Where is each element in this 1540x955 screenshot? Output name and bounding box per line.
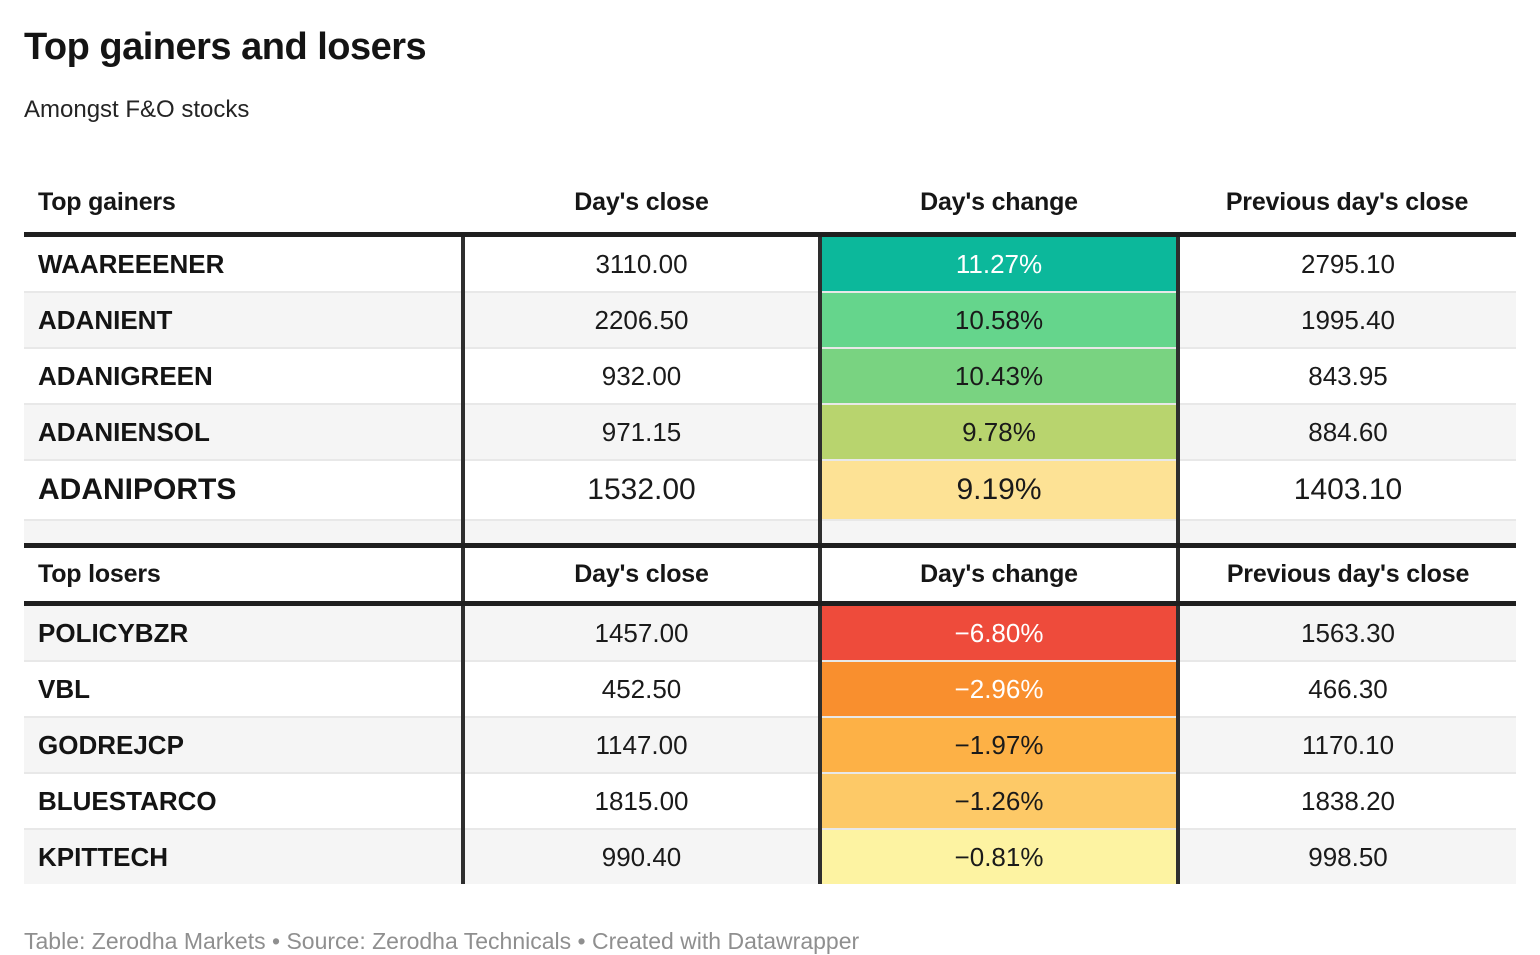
days-close-cell: 1457.00 <box>463 602 822 661</box>
losers-header-days-change: Day's change <box>820 543 1180 606</box>
stock-symbol-cell: KPITTECH <box>24 828 465 884</box>
gainer-row: ADANIENSOL 971.15 9.78% 884.60 <box>24 403 1516 460</box>
gainers-header-symbol: Top gainers <box>24 172 463 237</box>
days-change-cell: −1.97% <box>820 716 1180 773</box>
days-change-cell: −2.96% <box>820 660 1180 717</box>
days-close-cell: 1815.00 <box>463 772 822 829</box>
stock-symbol-cell: ADANIGREEN <box>24 347 465 404</box>
days-change-cell: 10.58% <box>820 291 1180 348</box>
gainers-header-days-close: Day's close <box>463 172 820 237</box>
page-title: Top gainers and losers <box>24 26 427 68</box>
loser-row: VBL 452.50 −2.96% 466.30 <box>24 660 1516 717</box>
stock-symbol-cell: VBL <box>24 660 465 717</box>
days-close-cell: 3110.00 <box>463 233 822 292</box>
prev-close-cell: 884.60 <box>1178 403 1516 460</box>
gainers-losers-table: Top gainers Day's close Day's change Pre… <box>24 172 1516 884</box>
days-close-cell: 1147.00 <box>463 716 822 773</box>
days-change-cell: 10.43% <box>820 347 1180 404</box>
days-change-cell: −6.80% <box>820 602 1180 661</box>
prev-close-cell: 1403.10 <box>1178 459 1516 520</box>
gainers-header-row: Top gainers Day's close Day's change Pre… <box>24 172 1516 237</box>
gainer-row: ADANIGREEN 932.00 10.43% 843.95 <box>24 347 1516 404</box>
loser-row: BLUESTARCO 1815.00 −1.26% 1838.20 <box>24 772 1516 829</box>
stock-symbol-cell: WAAREEENER <box>24 233 465 292</box>
days-change-cell: 9.78% <box>820 403 1180 460</box>
gainers-header-days-change: Day's change <box>820 172 1178 237</box>
stock-symbol-cell: GODREJCP <box>24 716 465 773</box>
table-spacer-row <box>24 519 1516 546</box>
days-change-cell: −1.26% <box>820 772 1180 829</box>
stock-symbol-cell: ADANIPORTS <box>24 459 465 520</box>
prev-close-cell: 1170.10 <box>1178 716 1516 773</box>
losers-header-symbol: Top losers <box>24 543 465 606</box>
table-footer-attribution: Table: Zerodha Markets • Source: Zerodha… <box>24 928 860 954</box>
days-change-cell: 11.27% <box>820 233 1180 292</box>
loser-row: GODREJCP 1147.00 −1.97% 1170.10 <box>24 716 1516 773</box>
gainers-header-prev-close: Previous day's close <box>1178 172 1516 237</box>
days-close-cell: 1532.00 <box>463 459 822 520</box>
page-subtitle: Amongst F&O stocks <box>24 96 250 123</box>
days-close-cell: 452.50 <box>463 660 822 717</box>
loser-row: KPITTECH 990.40 −0.81% 998.50 <box>24 828 1516 884</box>
days-change-cell: −0.81% <box>820 828 1180 884</box>
stock-symbol-cell: BLUESTARCO <box>24 772 465 829</box>
prev-close-cell: 843.95 <box>1178 347 1516 404</box>
losers-header-row: Top losers Day's close Day's change Prev… <box>24 543 1516 606</box>
days-close-cell: 990.40 <box>463 828 822 884</box>
loser-row: POLICYBZR 1457.00 −6.80% 1563.30 <box>24 602 1516 661</box>
losers-header-prev-close: Previous day's close <box>1178 543 1516 606</box>
losers-header-days-close: Day's close <box>463 543 822 606</box>
days-close-cell: 932.00 <box>463 347 822 404</box>
prev-close-cell: 1838.20 <box>1178 772 1516 829</box>
stock-symbol-cell: ADANIENSOL <box>24 403 465 460</box>
gainer-row: ADANIENT 2206.50 10.58% 1995.40 <box>24 291 1516 348</box>
prev-close-cell: 1563.30 <box>1178 602 1516 661</box>
stock-symbol-cell: ADANIENT <box>24 291 465 348</box>
stock-symbol-cell: POLICYBZR <box>24 602 465 661</box>
days-close-cell: 2206.50 <box>463 291 822 348</box>
days-change-cell: 9.19% <box>820 459 1180 520</box>
prev-close-cell: 998.50 <box>1178 828 1516 884</box>
prev-close-cell: 466.30 <box>1178 660 1516 717</box>
prev-close-cell: 2795.10 <box>1178 233 1516 292</box>
gainer-row: WAAREEENER 3110.00 11.27% 2795.10 <box>24 233 1516 292</box>
days-close-cell: 971.15 <box>463 403 822 460</box>
gainer-row: ADANIPORTS 1532.00 9.19% 1403.10 <box>24 459 1516 520</box>
prev-close-cell: 1995.40 <box>1178 291 1516 348</box>
